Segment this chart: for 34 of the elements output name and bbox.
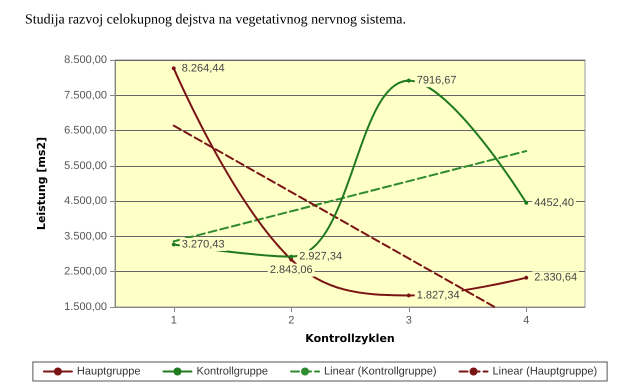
x-tick-label: 3 [406,314,412,326]
x-tick-label: 1 [170,314,177,326]
point [172,242,176,247]
data-label: 2.330,64 [534,272,578,284]
y-axis-title: Leistung [ms2] [35,136,48,230]
point [524,200,528,205]
y-tick-label: 2.500,00 [64,266,107,278]
legend-label: Kontrollgruppe [196,366,268,378]
data-label: 4452,40 [534,196,574,209]
legend-label: Linear (Hauptgruppe) [492,366,598,378]
data-label: 7916,67 [416,74,457,87]
data-label: 2.927,34 [299,250,342,263]
data-label: 2.843,06 [270,264,313,276]
x-tick-label: 4 [523,314,530,326]
point [289,254,294,259]
legend-label: Hauptgruppe [76,366,140,378]
y-tick-label: 4.500,00 [64,195,107,208]
y-tick-label: 3.500,00 [64,230,107,242]
y-tick-label: 1.500,00 [64,301,107,313]
point [524,276,528,280]
y-tick-label: 6.500,00 [64,124,107,137]
chart-title: Studija razvoj celokupnog dejstva na vegetativnog nervnog sistema. [25,12,406,28]
point [172,66,176,70]
point [406,78,411,83]
point [406,293,411,298]
y-tick-label: 7.500,00 [64,89,107,102]
data-label: 3.270,43 [182,238,225,251]
x-tick-label: 2 [288,314,294,326]
legend-label: Linear (Kontrollgruppe) [324,366,437,378]
data-label: 1.827,34 [416,289,460,302]
y-tick-label: 5.500,00 [64,160,107,172]
data-label: 8.264,44 [182,62,225,74]
y-tick-label: 8.500,00 [64,54,107,66]
x-axis-title: Kontrollzyklen [305,332,395,345]
